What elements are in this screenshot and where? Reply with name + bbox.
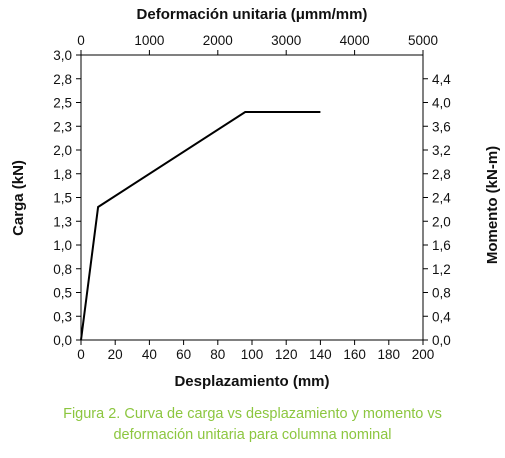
- y-tick-label: 2,8: [53, 72, 72, 87]
- tick-labels: 0 20 40 60 80 100 120 140 160 180 2000 1000 2000 3000…: [53, 33, 451, 362]
- right-y-tick-label: 2,4: [432, 191, 451, 206]
- top-x-tick-label: 2000: [203, 33, 233, 48]
- top-axis-title: Deformación unitaria (μmm/mm): [137, 6, 368, 23]
- y-tick-label: 0,3: [53, 309, 72, 324]
- chart: 0 20 40 60 80 100 120 140 160 180 2000 1000 2000 3000…: [10, 6, 501, 390]
- plot-area-frame: [80, 54, 424, 341]
- x-tick-label: 140: [309, 347, 332, 362]
- y-tick-label: 0,5: [53, 286, 72, 301]
- series-line: [80, 111, 321, 341]
- top-x-tick-label: 3000: [271, 33, 301, 48]
- right-y-tick-label: 0,8: [432, 286, 451, 301]
- y-tick-label: 0,8: [53, 262, 72, 277]
- right-y-tick-label: 0,4: [432, 309, 451, 324]
- y-tick-label: 3,0: [53, 48, 72, 63]
- caption-line-2: deformación unitaria para columna nomina…: [113, 427, 392, 443]
- x-tick-label: 180: [378, 347, 401, 362]
- y-tick-label: 1,3: [53, 214, 72, 229]
- right-y-tick-label: 2,0: [432, 214, 451, 229]
- x-tick-label: 80: [210, 347, 225, 362]
- top-x-tick-label: 5000: [408, 33, 438, 48]
- x-tick-label: 0: [77, 347, 85, 362]
- right-y-tick-label: 0,0: [432, 333, 451, 348]
- y-tick-label: 2,5: [53, 96, 72, 111]
- right-y-tick-label: 1,2: [432, 262, 451, 277]
- x-axis-title: Desplazamiento (mm): [174, 373, 329, 390]
- right-axis-title: Momento (kN-m): [484, 146, 501, 264]
- top-x-tick-label: 1000: [134, 33, 164, 48]
- right-y-tick-label: 4,0: [432, 96, 451, 111]
- y-axis-title: Carga (kN): [10, 160, 27, 236]
- figure-caption: Figura 2. Curva de carga vs desplazamien…: [0, 404, 505, 446]
- x-tick-label: 40: [142, 347, 157, 362]
- right-y-tick-label: 4,4: [432, 72, 451, 87]
- top-x-tick-label: 4000: [340, 33, 370, 48]
- y-tick-label: 0,0: [53, 333, 72, 348]
- x-tick-label: 20: [108, 347, 123, 362]
- top-x-tick-label: 0: [77, 33, 85, 48]
- y-tick-label: 1,8: [53, 167, 72, 182]
- x-tick-label: 100: [241, 347, 264, 362]
- y-tick-label: 1,5: [53, 191, 72, 206]
- x-tick-label: 60: [176, 347, 191, 362]
- right-y-tick-label: 1,6: [432, 238, 451, 253]
- caption-line-1: Figura 2. Curva de carga vs desplazamien…: [63, 406, 442, 422]
- right-y-tick-label: 3,6: [432, 119, 451, 134]
- y-tick-label: 2,0: [53, 143, 72, 158]
- y-tick-label: 2,3: [53, 119, 72, 134]
- x-tick-label: 120: [275, 347, 298, 362]
- y-tick-label: 1,0: [53, 238, 72, 253]
- right-y-tick-label: 2,8: [432, 167, 451, 182]
- right-y-tick-label: 3,2: [432, 143, 451, 158]
- ticks: [76, 50, 428, 345]
- x-tick-label: 160: [343, 347, 366, 362]
- x-tick-label: 200: [412, 347, 435, 362]
